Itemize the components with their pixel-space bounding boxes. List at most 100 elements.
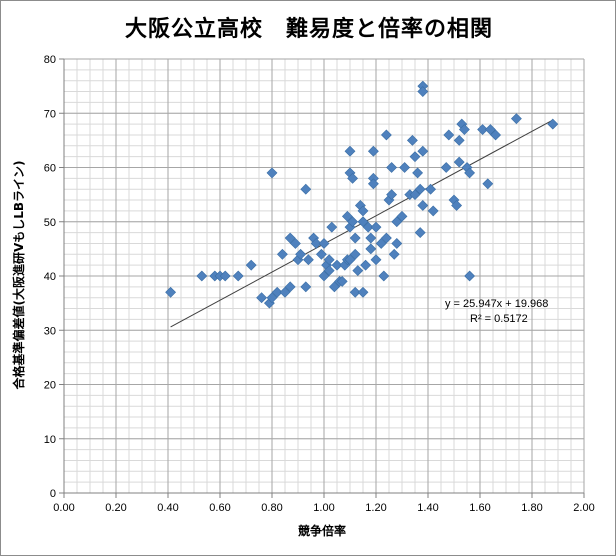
data-point <box>266 167 278 179</box>
data-point <box>365 232 377 244</box>
data-point <box>300 183 312 195</box>
y-tick-label: 50 <box>44 217 56 229</box>
data-point <box>341 210 353 222</box>
data-point <box>451 200 463 211</box>
data-point <box>289 238 301 249</box>
data-point <box>399 162 411 173</box>
data-point <box>357 286 369 298</box>
trendline-equation: y = 25.947x + 19.968 <box>445 298 548 310</box>
y-tick-labels: 0 10 20 30 40 50 60 70 80 <box>44 54 56 500</box>
data-point <box>360 259 372 271</box>
data-point <box>409 189 421 201</box>
chart-title: 大阪公立高校 難易度と倍率の相関 <box>124 17 493 42</box>
data-point <box>232 270 244 282</box>
data-point <box>380 129 392 141</box>
x-tick-label: 2.00 <box>573 502 594 514</box>
data-point <box>271 286 283 298</box>
data-point <box>388 248 400 260</box>
data-point <box>464 167 476 179</box>
data-point <box>482 178 494 190</box>
data-point <box>386 162 398 173</box>
data-point <box>510 113 522 125</box>
y-axis-title: 合格基準偏差値(大阪進研VもしLBライン) <box>11 160 26 389</box>
x-tick-label: 0.60 <box>209 502 230 514</box>
data-point <box>331 259 343 271</box>
data-points <box>165 80 559 309</box>
data-point <box>276 248 288 260</box>
y-tick-label: 30 <box>44 325 56 337</box>
data-point <box>165 286 177 298</box>
x-tick-label: 0.20 <box>105 502 126 514</box>
data-point <box>417 200 429 211</box>
data-point <box>357 216 369 228</box>
data-point <box>315 248 327 260</box>
data-point <box>284 232 296 244</box>
y-tick-label: 10 <box>44 434 56 446</box>
data-point <box>414 183 426 195</box>
x-tick-label: 1.60 <box>469 502 490 514</box>
data-point <box>318 270 330 282</box>
data-point <box>328 281 340 293</box>
x-tick-labels: 0.00 0.20 0.40 0.60 0.80 1.00 1.20 1.40 1.60 1.80… <box>53 502 594 514</box>
data-point <box>547 118 559 130</box>
data-point <box>406 134 418 146</box>
data-point <box>279 286 291 298</box>
data-point <box>336 276 348 287</box>
x-tick-label: 0.80 <box>261 502 282 514</box>
data-point <box>323 254 335 266</box>
data-point <box>391 238 403 249</box>
y-tick-label: 0 <box>50 488 56 500</box>
y-tick-label: 70 <box>44 108 56 120</box>
data-point <box>349 248 361 260</box>
data-point <box>196 270 208 282</box>
data-point <box>256 292 268 304</box>
data-point <box>352 265 364 276</box>
data-point <box>417 86 429 97</box>
data-point <box>412 167 424 179</box>
data-point <box>365 243 377 255</box>
grid <box>63 58 585 494</box>
data-point <box>362 221 374 233</box>
data-point <box>378 270 390 282</box>
trendline-r2: R² = 0.5172 <box>470 313 528 325</box>
data-point <box>347 172 359 184</box>
data-point <box>370 221 382 233</box>
data-point <box>375 238 387 249</box>
y-tick-label: 20 <box>44 380 56 392</box>
data-point <box>310 238 322 249</box>
data-point <box>266 292 278 304</box>
y-tick-label: 40 <box>44 271 56 283</box>
axes <box>59 58 585 498</box>
data-point <box>464 270 476 282</box>
data-point <box>300 281 312 293</box>
data-point <box>443 129 455 141</box>
data-point <box>318 238 330 249</box>
data-point <box>344 254 356 266</box>
x-tick-label: 1.00 <box>313 502 334 514</box>
data-point <box>367 178 379 190</box>
data-point <box>490 129 502 141</box>
data-point <box>427 205 439 217</box>
data-point <box>245 259 257 271</box>
x-tick-label: 1.40 <box>417 502 438 514</box>
data-point <box>326 221 338 233</box>
y-tick-label: 80 <box>44 54 56 66</box>
data-point <box>396 210 408 222</box>
data-point <box>414 227 426 239</box>
data-point <box>409 151 421 163</box>
data-point <box>349 286 361 298</box>
data-point <box>344 145 356 157</box>
data-point <box>349 232 361 244</box>
data-point <box>458 124 470 135</box>
data-point <box>380 232 392 244</box>
x-axis-title: 競争倍率 <box>298 523 346 538</box>
data-point <box>357 205 369 217</box>
data-point <box>386 189 398 201</box>
data-point <box>323 265 335 276</box>
y-tick-label: 60 <box>44 163 56 175</box>
data-point <box>370 254 382 266</box>
data-point <box>477 124 489 135</box>
data-point <box>367 145 379 157</box>
